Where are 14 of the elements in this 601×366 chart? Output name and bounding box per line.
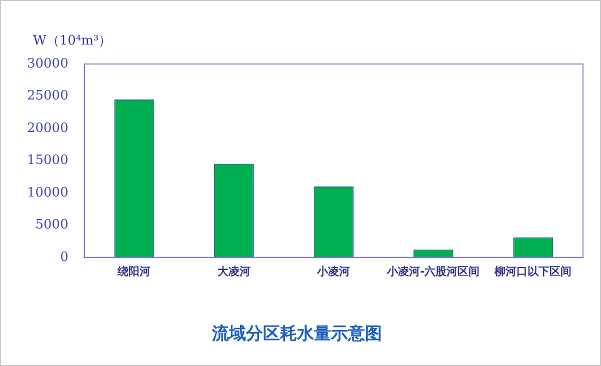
y-tick-label: 0 [60, 250, 68, 265]
text: 流域分区耗水量示意图 [211, 324, 382, 344]
y-axis-title: W（10⁴m³） [33, 33, 112, 48]
y-tick-label: 5000 [35, 218, 68, 233]
x-tick-label: 绕阳河 [116, 264, 151, 278]
x-tick-label: 小凌河 [316, 264, 350, 278]
y-tick-label: 20000 [26, 120, 68, 136]
x-tick-label: 大凌河 [217, 264, 250, 278]
y-tick-label: 30000 [26, 56, 68, 72]
y-tick-label: 10000 [26, 185, 68, 200]
x-tick-label: 小凌河-六股河区间 [386, 264, 480, 278]
y-tick-label: 15000 [26, 153, 68, 168]
y-tick-label: 25000 [26, 88, 68, 104]
x-tick-label: 柳河口以下区间 [494, 264, 572, 278]
